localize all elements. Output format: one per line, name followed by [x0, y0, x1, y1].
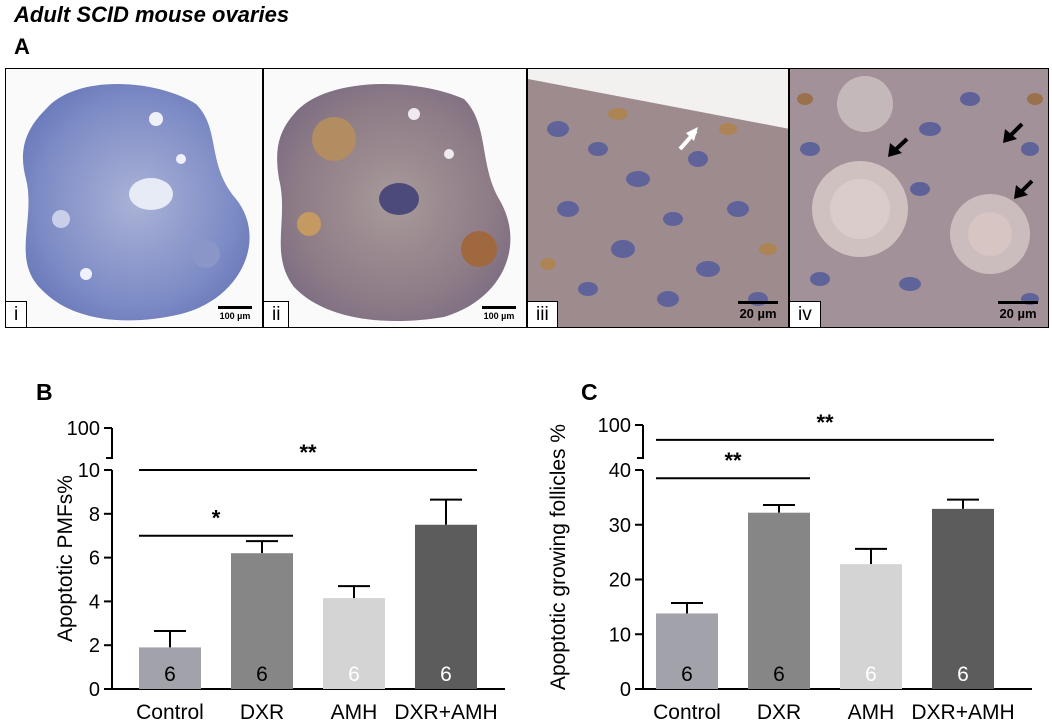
y-tick-label: 2 [89, 635, 100, 657]
bar-n-label: 6 [773, 663, 785, 686]
y-tick-label: 30 [609, 515, 631, 537]
panel-letter: C [581, 379, 598, 405]
x-tick-label: DXR+AMH [394, 701, 497, 724]
figure-title: Adult SCID mouse ovaries [14, 2, 290, 27]
significance-label: ** [299, 440, 317, 465]
micrograph-label-iv: iv [790, 301, 821, 327]
axis-break-segment [106, 428, 113, 459]
ovary-section-ii [277, 84, 511, 322]
x-tick-label: Control [136, 701, 204, 724]
micrograph-iv: iv 20 µm [789, 68, 1049, 328]
axis-break-segment [637, 425, 644, 459]
y-tick-label: 6 [89, 548, 100, 570]
y-tick-label: 0 [620, 679, 631, 701]
y-tick-label: 40 [609, 460, 631, 482]
micrograph-iii: iii 20 µm [527, 68, 789, 328]
x-tick-label: Control [653, 701, 721, 724]
y-tick-label: 100 [598, 415, 631, 437]
micrograph-ii: ii 100 µm [263, 68, 527, 328]
significance-label: ** [724, 448, 742, 473]
y-axis-label: Apoptotic growing follicles % [547, 424, 570, 690]
x-tick-label: AMH [331, 701, 378, 724]
bar-n-label: 6 [256, 663, 268, 686]
y-tick-label: 100 [67, 418, 100, 440]
ovary-section-i [22, 84, 250, 321]
tissue-closeup-iii [528, 69, 788, 327]
scale-bar-label: 20 µm [999, 306, 1037, 321]
scale-bar-label: 100 µm [219, 311, 251, 321]
y-tick-label: 20 [609, 570, 631, 592]
x-tick-label: DXR [240, 701, 284, 724]
scale-bar-label: 100 µm [483, 311, 515, 321]
scale-bar-i: 100 µm [218, 306, 252, 321]
bar-n-label: 6 [440, 663, 452, 686]
y-tick-label: 4 [89, 591, 100, 613]
bar-n-label: 6 [865, 663, 877, 686]
tissue-closeup-iv [790, 69, 1048, 327]
chart-c: C Apoptotic growing follicles % 100 0 10 20 30… [547, 379, 1032, 724]
bar [415, 524, 477, 689]
bar [231, 553, 293, 689]
y-tick-label: 10 [78, 460, 100, 482]
panel-a-letter: A [14, 34, 30, 59]
micrograph-i: i 100 µm [5, 68, 263, 328]
x-tick-label: DXR+AMH [911, 701, 1014, 724]
y-tick-label: 10 [609, 624, 631, 646]
x-tick-label: AMH [848, 701, 895, 724]
bar [932, 508, 994, 689]
micrograph-label-i: i [6, 301, 28, 327]
bar [840, 564, 902, 689]
y-tick-label: 0 [89, 679, 100, 701]
micrograph-label-iii: iii [528, 301, 558, 327]
bar [323, 598, 385, 689]
bar [656, 613, 718, 689]
micrograph-label-ii: ii [264, 301, 290, 327]
bar-n-label: 6 [681, 663, 693, 686]
scale-bar-iv: 20 µm [998, 301, 1038, 321]
significance-label: ** [816, 410, 834, 435]
y-tick-label: 8 [89, 504, 100, 526]
chart-b: B Apoptotic PMFs% 100 0 2 4 6 8 10 6 Control 6 DXR 6 A… [36, 379, 505, 724]
significance-label: * [212, 506, 221, 531]
x-tick-label: DXR [757, 701, 801, 724]
bar-n-label: 6 [957, 663, 969, 686]
bar-n-label: 6 [348, 663, 360, 686]
bar-n-label: 6 [164, 663, 176, 686]
scale-bar-label: 20 µm [739, 306, 777, 321]
y-axis-label: Apoptotic PMFs% [54, 475, 77, 642]
bar [139, 647, 201, 689]
panel-letter: B [36, 379, 53, 405]
bar [748, 512, 810, 689]
scale-bar-ii: 100 µm [482, 306, 516, 321]
scale-bar-iii: 20 µm [738, 301, 778, 321]
